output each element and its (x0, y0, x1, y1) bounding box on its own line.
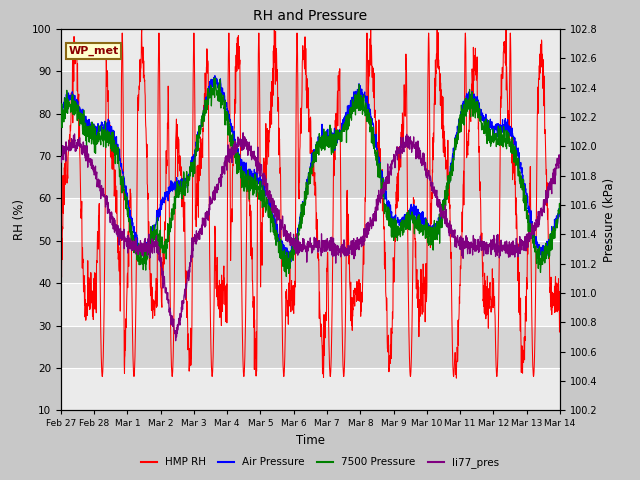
Text: WP_met: WP_met (68, 46, 118, 56)
Bar (61, 368, 560, 410)
Bar (61, 114, 560, 156)
Bar (61, 325, 560, 368)
Bar (61, 241, 560, 283)
Y-axis label: RH (%): RH (%) (13, 199, 26, 240)
Title: RH and Pressure: RH and Pressure (253, 10, 367, 24)
X-axis label: Time: Time (296, 434, 325, 447)
Bar (61, 198, 560, 241)
Bar (61, 156, 560, 198)
Bar (61, 29, 560, 71)
Legend: HMP RH, Air Pressure, 7500 Pressure, li77_pres: HMP RH, Air Pressure, 7500 Pressure, li7… (137, 453, 503, 472)
Bar (61, 71, 560, 114)
Bar (61, 283, 560, 325)
Y-axis label: Pressure (kPa): Pressure (kPa) (603, 178, 616, 262)
